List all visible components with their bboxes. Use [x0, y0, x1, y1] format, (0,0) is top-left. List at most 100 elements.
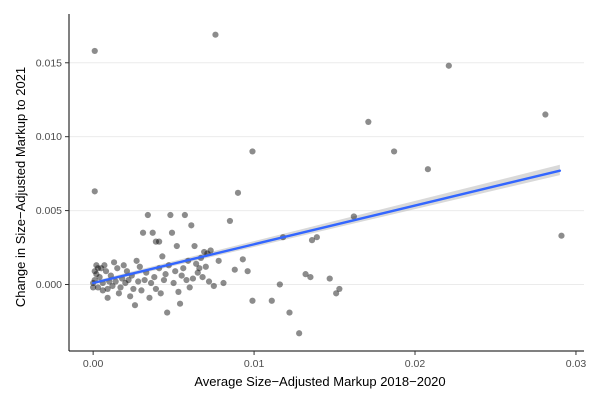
data-point — [172, 268, 179, 275]
data-point — [93, 262, 100, 269]
data-point — [144, 211, 151, 219]
data-point — [226, 217, 234, 225]
data-point — [99, 287, 106, 294]
data-point — [268, 297, 275, 304]
data-point — [210, 282, 217, 290]
data-point — [152, 285, 160, 293]
data-point — [199, 273, 206, 281]
data-point — [93, 271, 100, 278]
data-point — [234, 189, 242, 196]
data-point — [138, 287, 145, 294]
data-point — [91, 47, 98, 55]
fit-line-layer — [91, 169, 562, 285]
data-point — [136, 263, 143, 270]
data-point — [170, 279, 177, 287]
data-point — [276, 281, 283, 288]
data-point — [151, 273, 158, 281]
data-point — [307, 273, 314, 281]
x-tick-label: 0.00 — [83, 358, 104, 370]
data-point — [308, 237, 316, 244]
data-point — [231, 266, 238, 273]
data-point — [333, 290, 340, 297]
fit-line — [91, 169, 562, 285]
data-point — [302, 271, 309, 278]
data-point — [350, 213, 357, 220]
data-point — [135, 278, 142, 285]
data-point — [186, 284, 193, 291]
data-point — [365, 118, 372, 125]
data-point — [160, 276, 168, 284]
data-point — [542, 111, 549, 118]
data-point — [176, 300, 184, 307]
data-point — [141, 276, 148, 284]
y-tick-label: 0.005 — [36, 205, 62, 217]
data-point — [191, 242, 198, 250]
data-point — [94, 284, 102, 291]
data-point — [120, 262, 127, 269]
data-point — [104, 294, 111, 301]
data-point — [180, 265, 187, 272]
data-point — [178, 272, 185, 279]
data-point — [249, 297, 256, 304]
data-point — [133, 257, 140, 264]
data-point — [115, 290, 122, 297]
data-point — [156, 238, 163, 245]
gridlines — [69, 62, 584, 285]
data-point — [239, 256, 246, 263]
data-point — [189, 275, 197, 282]
data-point — [110, 259, 118, 266]
data-point — [101, 262, 108, 269]
data-point — [445, 62, 452, 69]
data-point — [558, 232, 565, 239]
data-point — [130, 285, 137, 293]
data-point — [220, 279, 227, 287]
data-point — [205, 278, 213, 285]
data-point — [157, 290, 164, 297]
data-point — [390, 148, 398, 155]
data-points — [90, 31, 565, 337]
x-tick-label: 0.01 — [244, 358, 265, 370]
axes — [65, 14, 584, 355]
data-point — [183, 276, 190, 284]
data-point — [98, 265, 105, 272]
data-point — [188, 222, 195, 229]
data-point — [207, 247, 214, 254]
data-point — [125, 276, 132, 284]
data-point — [159, 253, 166, 260]
data-point — [249, 148, 256, 155]
data-point — [212, 31, 219, 38]
data-point — [149, 229, 156, 236]
data-point — [193, 260, 200, 267]
x-tick-label: 0.02 — [405, 358, 426, 370]
data-point — [117, 284, 124, 291]
data-point — [112, 278, 119, 285]
data-point — [96, 273, 103, 281]
y-axis-title: Change in Size−Adjusted Markup to 2021 — [13, 67, 28, 307]
x-tick-label: 0.03 — [566, 358, 587, 370]
data-point — [114, 265, 121, 272]
data-point — [146, 294, 153, 301]
tick-labels: 0.00 0.01 0.02 0.03 0.000 0.005 0.010 0.015 — [36, 57, 587, 370]
data-point — [202, 263, 209, 270]
data-point — [94, 265, 102, 272]
data-point — [194, 269, 201, 276]
data-point — [313, 234, 320, 241]
data-point — [244, 268, 251, 275]
data-point — [201, 248, 208, 256]
x-axis-title: Average Size−Adjusted Markup 2018−2020 — [194, 374, 445, 389]
data-point — [102, 268, 110, 275]
data-point — [336, 285, 343, 293]
data-point — [147, 279, 155, 287]
data-point — [152, 238, 160, 245]
data-point — [326, 275, 333, 282]
data-point — [127, 293, 134, 300]
data-point — [196, 265, 203, 272]
data-point — [164, 309, 171, 316]
data-point — [122, 279, 129, 287]
data-point — [286, 309, 293, 316]
data-point — [162, 271, 169, 278]
data-point — [104, 285, 111, 293]
data-point — [123, 268, 131, 275]
y-tick-label: 0.010 — [36, 131, 62, 143]
